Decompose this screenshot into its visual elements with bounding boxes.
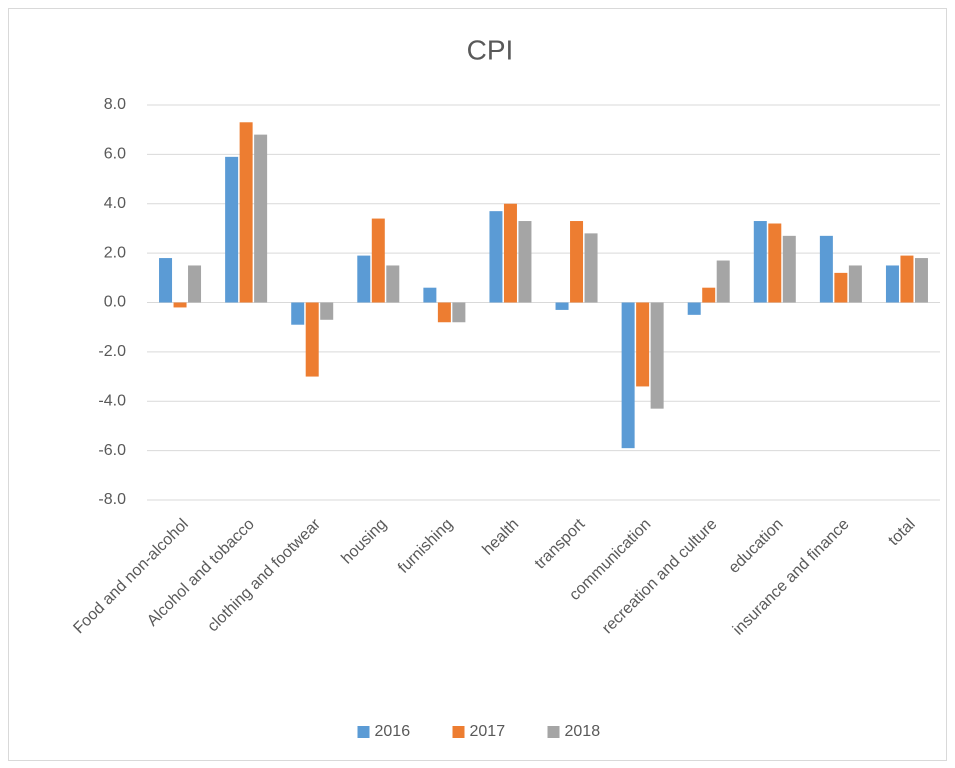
bar — [650, 302, 664, 409]
y-tick-label: 8.0 — [104, 96, 126, 113]
bar — [239, 122, 253, 303]
y-tick-label: 0.0 — [104, 294, 126, 311]
bar — [489, 211, 503, 303]
bar — [225, 156, 239, 303]
legend-swatch — [452, 726, 465, 738]
bar — [555, 302, 569, 310]
bar — [371, 218, 385, 303]
bar — [687, 302, 701, 315]
y-tick-label: 4.0 — [104, 195, 126, 212]
bar — [848, 265, 862, 303]
bar — [900, 255, 914, 303]
bar — [570, 221, 584, 303]
bar — [716, 260, 730, 303]
bar — [819, 235, 833, 303]
bar — [753, 221, 767, 303]
bar — [518, 221, 532, 303]
bar — [254, 134, 268, 303]
bar — [702, 287, 716, 303]
y-tick-label: -8.0 — [98, 491, 126, 508]
bar — [621, 302, 635, 449]
bar — [423, 287, 437, 303]
bar — [291, 302, 305, 325]
bar — [357, 255, 371, 303]
chart-title: CPI — [467, 34, 514, 65]
bar — [452, 302, 466, 323]
bar — [885, 265, 899, 303]
y-tick-label: 6.0 — [104, 146, 126, 163]
bar — [159, 258, 173, 303]
bar — [188, 265, 202, 303]
bar — [914, 258, 928, 303]
bar — [503, 203, 517, 303]
bar — [782, 235, 796, 303]
legend-swatch — [357, 726, 370, 738]
bar — [305, 302, 319, 377]
legend-label: 2017 — [470, 723, 506, 740]
chart-frame — [8, 8, 947, 761]
bar — [636, 302, 650, 387]
bar — [768, 223, 782, 303]
legend-label: 2016 — [375, 723, 411, 740]
bar — [386, 265, 400, 303]
bar — [584, 233, 598, 303]
bar — [173, 302, 187, 308]
legend-swatch — [547, 726, 560, 738]
bar — [320, 302, 334, 320]
y-tick-label: -6.0 — [98, 442, 126, 459]
legend-label: 2018 — [565, 723, 601, 740]
y-tick-label: -4.0 — [98, 392, 126, 409]
y-tick-label: 2.0 — [104, 244, 126, 261]
y-tick-label: -2.0 — [98, 343, 126, 360]
bar — [437, 302, 451, 323]
bar — [834, 272, 848, 303]
